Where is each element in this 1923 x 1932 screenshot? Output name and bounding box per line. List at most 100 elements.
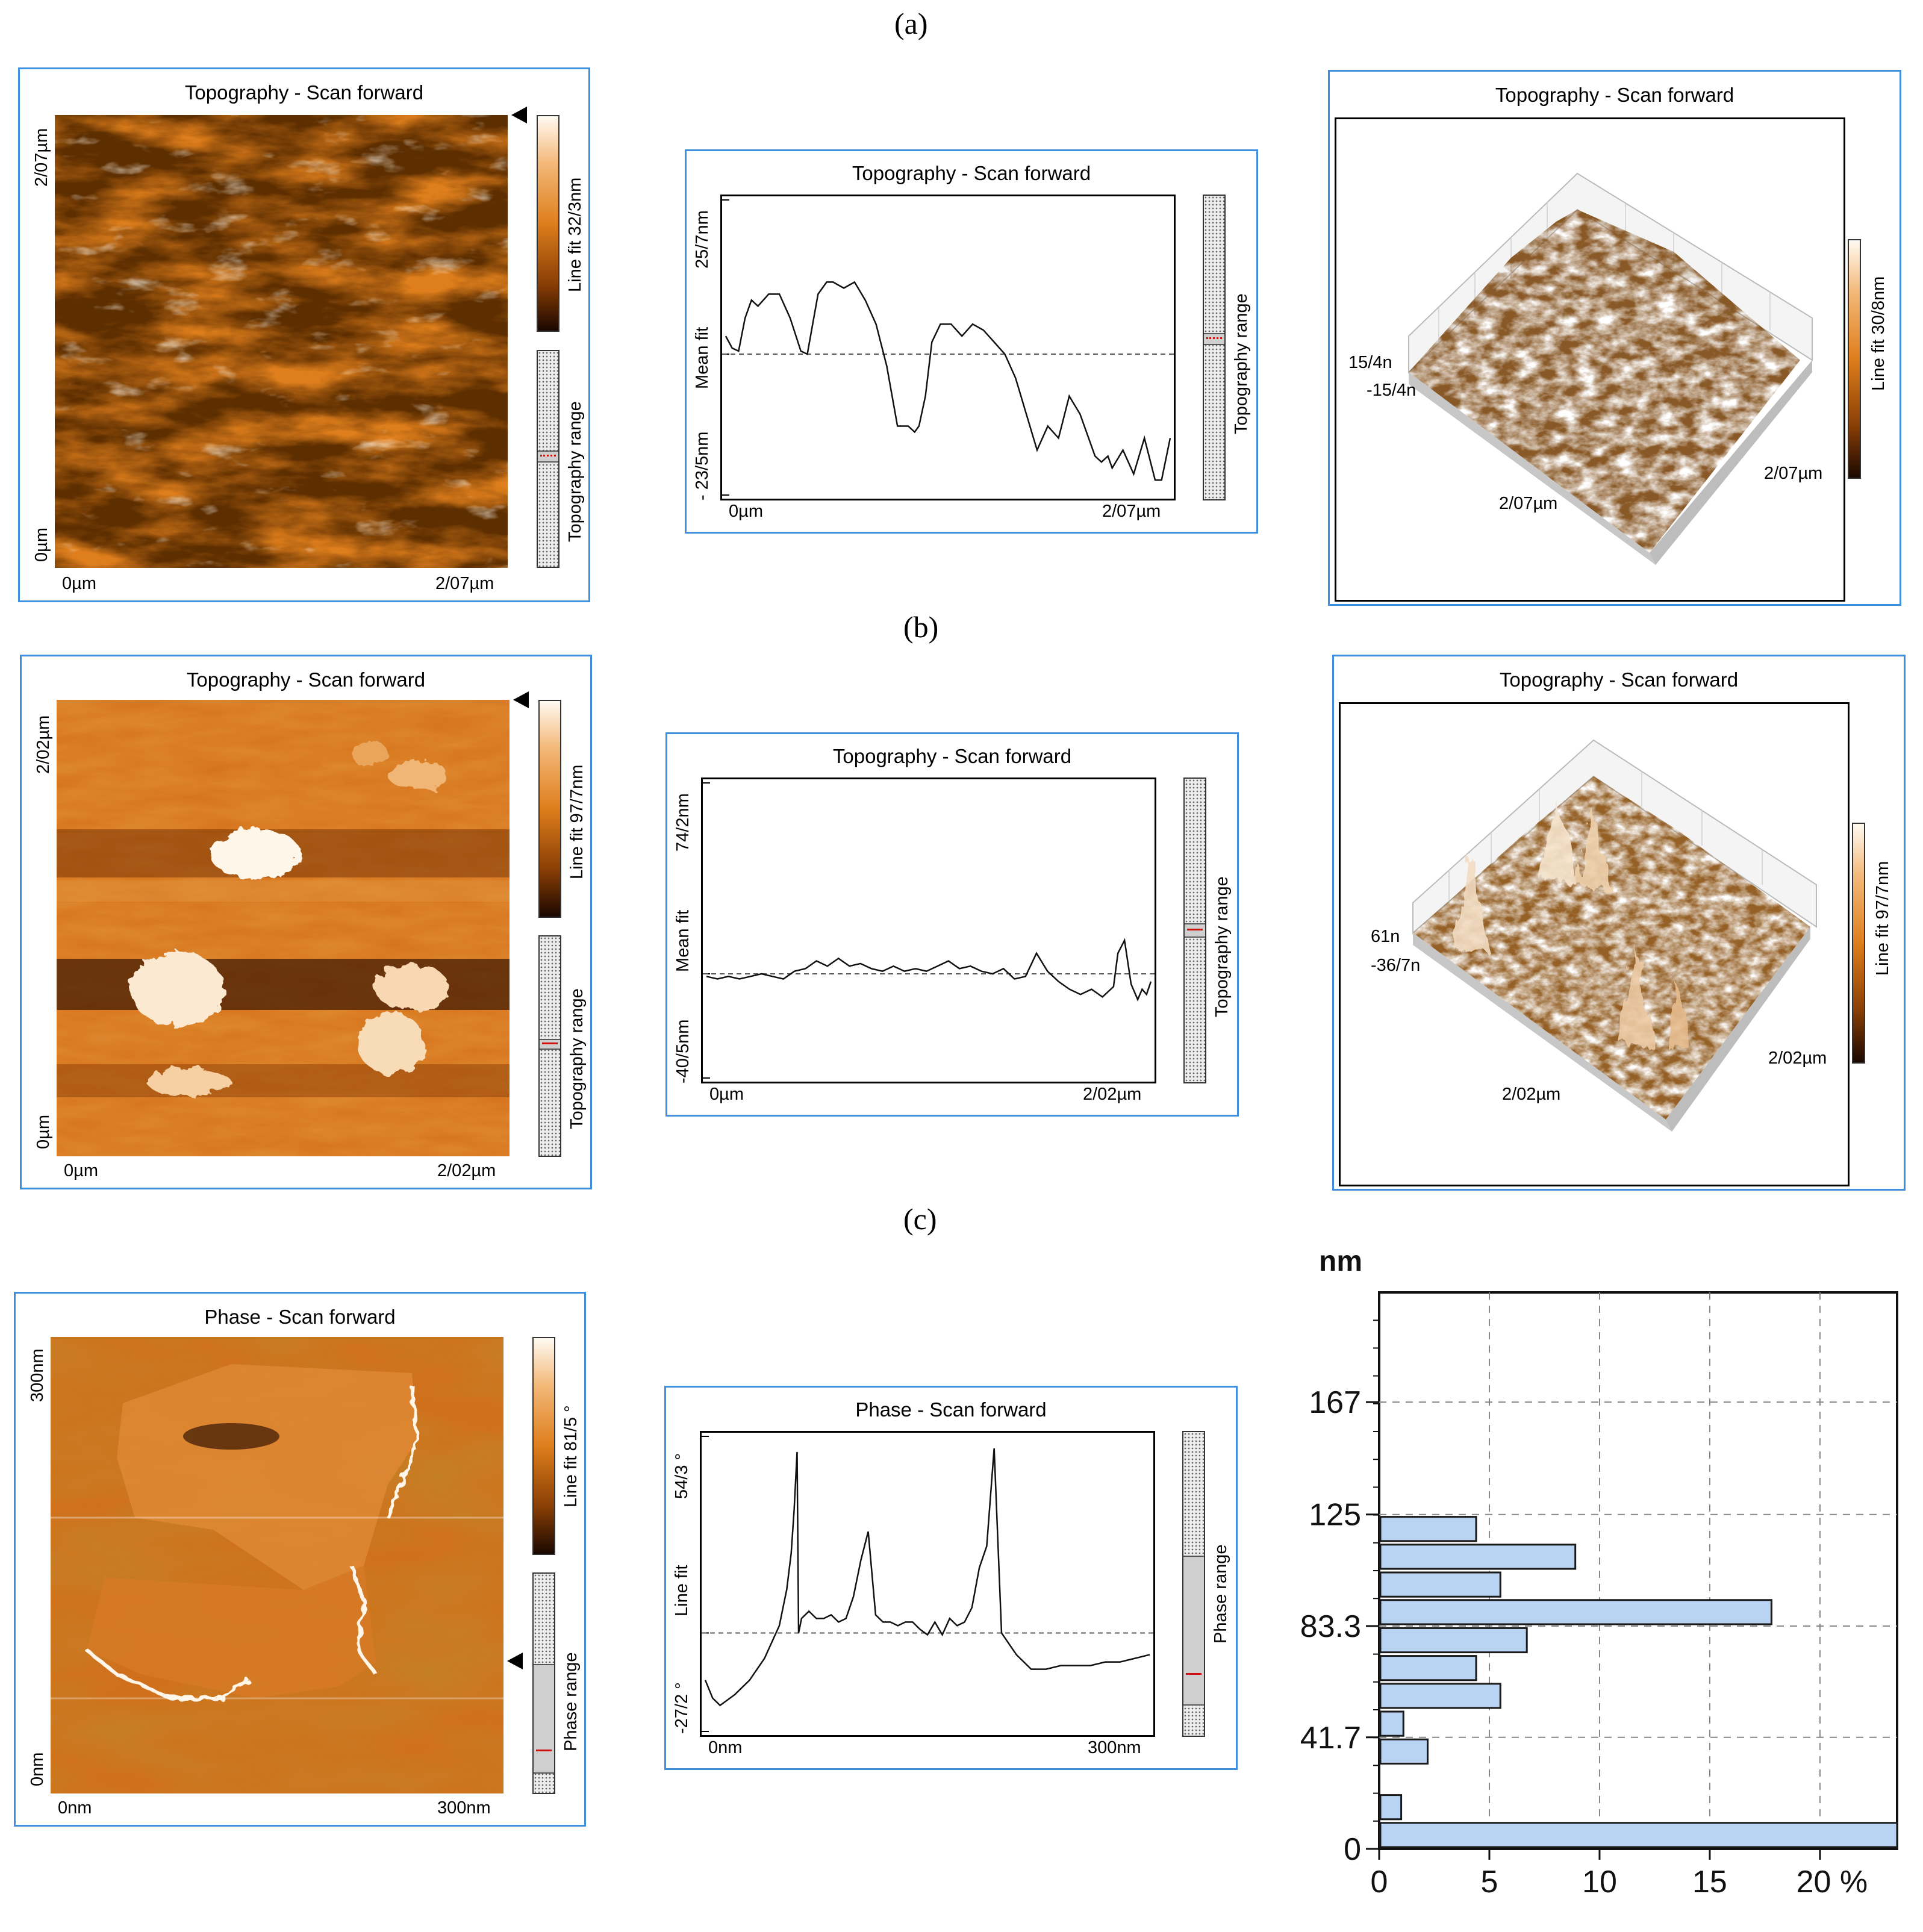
range-bar-a [537, 350, 559, 568]
profile-range-label-b: Topography range [1212, 876, 1232, 1017]
profile-y-mid-b: Mean fit [673, 909, 693, 972]
scan-line-marker-a [511, 107, 527, 123]
range-label-a: Topography range [566, 401, 585, 542]
view3d-colorbar-b [1852, 823, 1865, 1064]
histogram-bar [1379, 1571, 1501, 1598]
range-bar-b [538, 935, 561, 1157]
map-x-left-c: 0nm [58, 1798, 92, 1818]
profile-range-label-a: Topography range [1232, 293, 1251, 434]
profile-y-mid-c: Line fit [672, 1565, 691, 1616]
histogram-frame [1378, 1291, 1898, 1850]
view3d-x-label-a: 2/07µm [1499, 494, 1558, 513]
topography-image-b [57, 700, 510, 1156]
surface-3d-b [1412, 739, 1817, 1132]
scan-line-marker-b [513, 691, 529, 708]
view3d-z-bottom-b: -36/7n [1371, 956, 1421, 975]
map-x-right-a: 2/07µm [435, 574, 494, 593]
profile-panel-c: Phase - Scan forward 54/3 ° Line fit -27… [664, 1386, 1238, 1770]
profile-y-bottom-b: -40/5nm [673, 1019, 693, 1083]
scan-line-marker-c [507, 1653, 523, 1669]
map-y-bottom-a: 0µm [32, 528, 51, 562]
profile-title-c: Phase - Scan forward [855, 1398, 1047, 1421]
colorbar-c [532, 1337, 555, 1555]
profile-series-line [725, 281, 1171, 481]
x-tick-label: 20 % [1797, 1865, 1868, 1899]
profile-range-bar-a [1203, 195, 1226, 500]
view3d-y-label-b: 2/02µm [1768, 1049, 1827, 1068]
profile-range-label-c: Phase range [1211, 1544, 1230, 1644]
x-tick-label: 10 [1582, 1865, 1617, 1899]
y-tick-label: 0 [1344, 1832, 1361, 1867]
map-title-a: Topography - Scan forward [184, 81, 424, 104]
map-x-left-b: 0µm [64, 1161, 98, 1180]
map-y-top-a: 2/07µm [32, 128, 51, 187]
map-panel-c: Phase - Scan forward 300nm 0nm 0nm 300nm… [14, 1292, 586, 1827]
surface-3d-a [1408, 172, 1813, 565]
view3d-panel-a: Topography - Scan forward [1328, 70, 1901, 606]
histogram-bar [1379, 1683, 1501, 1709]
range-label-c: Phase range [561, 1652, 581, 1751]
profile-y-top-a: 25/7nm [693, 210, 712, 269]
profile-series-line [704, 1448, 1150, 1707]
map-x-right-c: 300nm [437, 1798, 491, 1818]
profile-range-bar-c [1182, 1431, 1205, 1737]
histogram-bar [1379, 1710, 1404, 1737]
colorbar-label-a: Line fit 32/3nm [566, 177, 585, 292]
map-panel-a: Topography - Scan forward 2/07µm 0µm 0µm… [18, 67, 590, 602]
view3d-x-label-b: 2/02µm [1502, 1085, 1561, 1104]
histogram-bar [1379, 1794, 1403, 1821]
range-label-b: Topography range [567, 988, 587, 1129]
profile-range-bar-b [1183, 777, 1206, 1083]
profile-x-right-a: 2/07µm [1102, 502, 1161, 521]
map-y-bottom-c: 0nm [28, 1752, 47, 1786]
y-tick-label: 125 [1309, 1498, 1361, 1533]
profile-x-left-a: 0µm [729, 502, 763, 521]
histogram-bar [1379, 1655, 1477, 1681]
histogram-bar [1379, 1627, 1528, 1654]
map-title-c: Phase - Scan forward [204, 1306, 396, 1328]
profile-y-top-b: 74/2nm [673, 793, 693, 852]
map-y-top-b: 2/02µm [34, 715, 53, 774]
map-x-right-b: 2/02µm [437, 1161, 496, 1180]
view3d-colorbar-label-a: Line fit 30/8nm [1869, 276, 1888, 391]
view3d-frame-a: 15/4n -15/4n 2/07µm 2/07µm [1335, 117, 1845, 602]
colorbar-label-b: Line fit 97/7nm [567, 764, 587, 879]
view3d-z-top-a: 15/4n [1348, 353, 1392, 372]
view3d-title-a: Topography - Scan forward [1495, 84, 1734, 106]
map-y-top-c: 300nm [28, 1348, 47, 1402]
view3d-title-b: Topography - Scan forward [1499, 668, 1739, 691]
histogram-bar [1379, 1516, 1477, 1542]
profile-x-left-b: 0µm [709, 1085, 744, 1104]
row-label-a: (a) [894, 7, 928, 40]
profile-x-right-c: 300nm [1088, 1738, 1141, 1757]
profile-plot-a [720, 195, 1176, 500]
map-title-b: Topography - Scan forward [186, 668, 426, 691]
histogram-unit-label: nm [1319, 1247, 1362, 1277]
view3d-colorbar-label-b: Line fit 97/7nm [1873, 861, 1892, 976]
profile-y-bottom-a: - 23/5nm [693, 431, 712, 500]
view3d-y-label-a: 2/07µm [1764, 464, 1823, 483]
profile-series-line [706, 938, 1152, 1002]
map-x-left-a: 0µm [62, 574, 96, 593]
topography-image-a [55, 115, 508, 568]
view3d-colorbar-a [1848, 239, 1861, 479]
height-histogram: nm 0 41.7 83.3 125 167 0 5 10 15 20 % [1300, 1247, 1898, 1899]
view3d-panel-b: Topography - Scan forward [1332, 655, 1906, 1191]
x-tick-label: 15 [1692, 1865, 1727, 1899]
view3d-frame-b: 61n -36/7n 2/02µm 2/02µm [1339, 702, 1850, 1186]
view3d-z-bottom-a: -15/4n [1367, 381, 1417, 400]
profile-plot-b [701, 777, 1156, 1083]
profile-title-b: Topography - Scan forward [832, 745, 1072, 767]
y-tick-label: 41.7 [1300, 1721, 1361, 1756]
x-tick-label: 0 [1371, 1865, 1388, 1899]
profile-panel-b: Topography - Scan forward 74/2nm Mean fi… [665, 732, 1239, 1117]
row-label-c: (c) [903, 1202, 937, 1236]
phase-image-c [51, 1337, 503, 1793]
range-bar-c [532, 1572, 555, 1794]
profile-y-mid-a: Mean fit [693, 326, 712, 389]
profile-x-right-b: 2/02µm [1083, 1085, 1142, 1104]
histogram-bar [1379, 1599, 1772, 1625]
colorbar-b [538, 700, 561, 918]
y-tick-label: 83.3 [1300, 1609, 1361, 1644]
row-label-b: (b) [903, 610, 939, 644]
